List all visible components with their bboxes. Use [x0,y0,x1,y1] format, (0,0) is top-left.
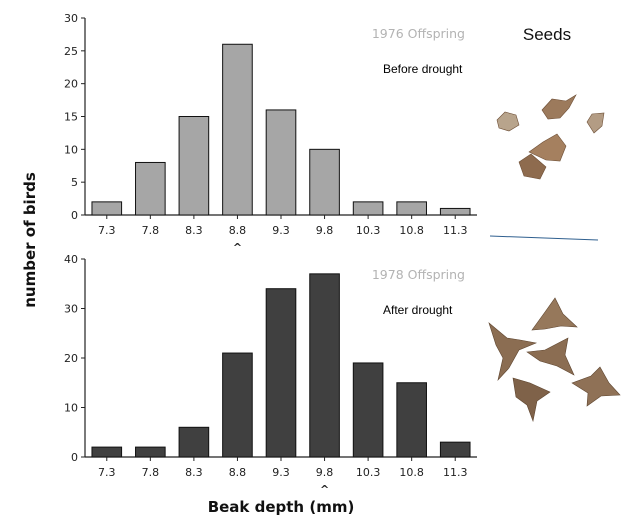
bar-1976-7-3 [91,201,123,216]
bar-1978-10-3 [352,362,384,458]
chart-1978-offspring: 0 10 20 30 40 7.3 7.8 8.3 8.8 9.3 9.8 ^ 10.3 10.8 11.3… [64,253,477,496]
x-tick-label-1978: 9.8 [316,466,334,479]
x-tick-label-1978: 7.8 [142,466,160,479]
x-tick-label-1976: 10.8 [399,224,424,237]
bar-1976-10-8 [396,201,427,216]
annotation-1976: Before drought [383,62,463,76]
x-tick-label-1976: 9.3 [272,224,290,237]
x-tick-label-1976: 10.3 [356,224,381,237]
bar-1976-9-3 [265,109,297,216]
x-tick-label-1978: 9.3 [272,466,290,479]
x-tick-label-1976: 9.8 [316,224,334,237]
mean-marker-1976: ^ [233,241,242,254]
bar-1978-8-3 [178,426,210,458]
bar-1978-10-8 [396,382,427,458]
y-tick-label-1978: 30 [64,303,78,316]
x-tick-label-1978: 8.3 [185,466,203,479]
y-tick-label-1976: 0 [71,209,78,222]
x-tick-label-1976: 11.3 [443,224,468,237]
x-axis-label: Beak depth (mm) [208,498,355,516]
x-tick-label-1978: 7.3 [98,466,116,479]
mean-marker-1978: ^ [320,483,329,496]
panel-title-1976: 1976 Offspring [372,26,465,41]
y-tick-label-1976: 5 [71,176,78,189]
bar-1976-9-8 [309,148,340,216]
bar-1978-11-3 [439,441,471,458]
panel-title-1978: 1978 Offspring [372,267,465,282]
y-tick-label-1978: 0 [71,451,78,464]
x-tick-label-1978: 10.8 [399,466,424,479]
bar-1976-7-8 [135,161,166,216]
y-axis-label: number of birds [21,172,39,308]
y-tick-label-1976: 20 [64,78,78,91]
bar-1978-9-3 [265,288,297,458]
x-tick-label-1976: 8.8 [229,224,247,237]
y-tick-label-1976: 10 [64,143,78,156]
bar-1976-10-3 [352,201,384,216]
bar-1976-11-3 [439,207,471,216]
x-tick-label-1978: 10.3 [356,466,381,479]
chart-1976-offspring: 0 5 10 15 20 25 30 7.3 7.8 8.3 8.8 ^ 9.3 9.8 10.3 10.8 1… [64,12,477,254]
x-tick-label-1978: 11.3 [443,466,468,479]
y-tick-label-1976: 15 [64,111,78,124]
y-tick-label-1976: 25 [64,45,78,58]
bar-1978-7-3 [91,446,123,458]
x-tick-label-1976: 7.8 [142,224,160,237]
y-tick-label-1976: 30 [64,12,78,25]
bar-1976-8-3 [178,116,210,216]
x-tick-label-1978: 8.8 [229,466,247,479]
bar-1978-8-8 [222,352,253,458]
y-tick-label-1978: 10 [64,402,78,415]
y-tick-label-1978: 40 [64,253,78,266]
bar-1976-8-8 [222,43,253,216]
small-seeds-photo [496,94,605,180]
divider-line [489,235,599,241]
x-tick-label-1976: 8.3 [185,224,203,237]
y-tick-label-1978: 20 [64,352,78,365]
x-tick-label-1976: 7.3 [98,224,116,237]
seeds-label: Seeds [523,25,571,44]
bar-1978-9-8 [309,273,340,458]
large-spiky-seeds-photo [488,297,621,423]
annotation-1978: After drought [383,303,453,317]
bar-1978-7-8 [135,446,166,458]
